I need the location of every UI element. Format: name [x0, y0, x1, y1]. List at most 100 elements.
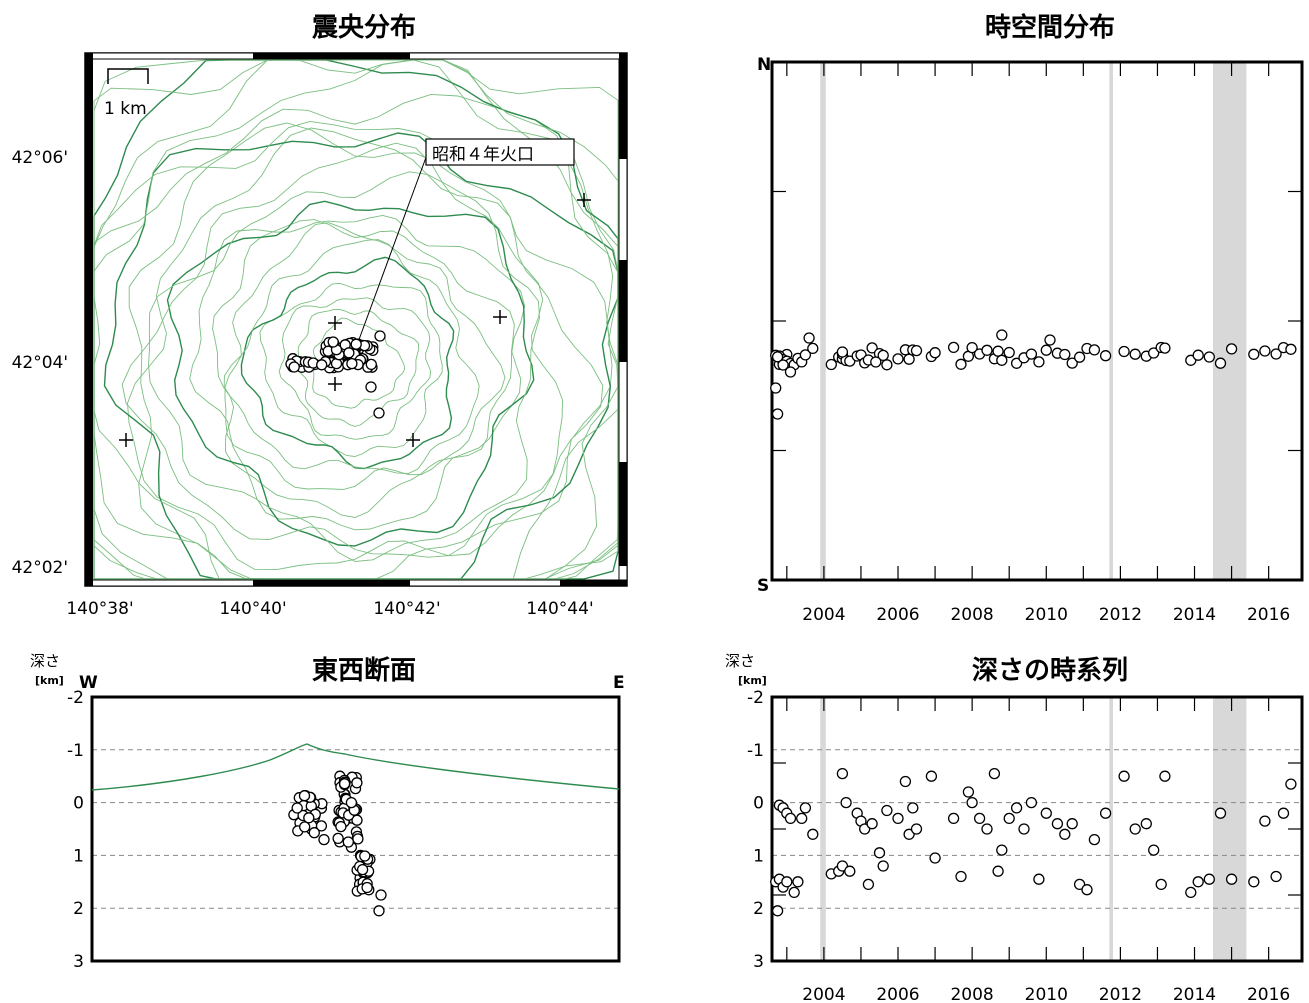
spacetime-point — [966, 341, 978, 354]
station-marker — [406, 433, 420, 447]
spacetime-point — [910, 344, 923, 357]
spacetime-point — [1225, 343, 1238, 355]
depth-time-point — [1059, 828, 1071, 840]
depth-time-point — [1033, 873, 1045, 885]
depth-time-point — [892, 812, 904, 825]
lon-bar-4 — [560, 580, 627, 586]
depth-time-point — [1203, 873, 1215, 885]
depth-time-point — [992, 865, 1004, 877]
crater-leader-line — [356, 151, 429, 346]
depth-time-point — [1148, 844, 1160, 856]
depth-tick: 1 — [753, 846, 764, 866]
lat-bar-3 — [85, 462, 93, 566]
depth-time-point — [910, 823, 923, 835]
contour-line — [128, 122, 613, 580]
depth-time-point — [966, 796, 978, 809]
depth-time-point — [899, 775, 912, 788]
spacetime-point — [929, 347, 941, 359]
hypocenter-point — [351, 777, 363, 789]
shaded-period — [820, 62, 826, 580]
spacetime-point — [825, 358, 837, 371]
year-label: 2006 — [876, 605, 919, 625]
depth-time-point — [1040, 807, 1052, 819]
lon-tick: 140°40' — [219, 599, 286, 619]
contour-line — [278, 297, 432, 440]
depth-time-point — [1277, 807, 1290, 819]
depth-time-point — [1088, 833, 1101, 846]
ew-depth-label: 深さ — [30, 652, 60, 670]
station-marker — [577, 193, 591, 207]
lat-tick: 42°04' — [12, 353, 68, 373]
south-label: S — [757, 576, 769, 596]
spacetime-point — [877, 349, 889, 362]
spacetime-point — [1203, 351, 1215, 363]
depth-time-year-ticks: 2004 2006 2008 2010 2012 2014 2016 — [772, 696, 1302, 1003]
lat-tick: 42°06' — [12, 148, 68, 168]
map-epicenters — [285, 330, 386, 419]
contour-line — [166, 200, 535, 547]
spacetime-point — [1044, 334, 1056, 346]
stations — [119, 193, 591, 447]
depth-time-point — [792, 876, 804, 888]
depth-time-point — [807, 828, 819, 840]
spacetime-point — [1248, 348, 1260, 360]
lon-tick: 140°38' — [66, 599, 133, 619]
depth-time-point — [929, 852, 941, 864]
spacetime-events — [770, 329, 1297, 420]
lon-bar-1 — [253, 53, 410, 59]
depth-time-point — [788, 886, 800, 899]
east-label: E — [613, 673, 625, 693]
depth-time-point — [1066, 818, 1078, 830]
contour-line — [240, 256, 455, 470]
lat-tick: 42°02' — [12, 558, 68, 578]
year-label: 2010 — [1025, 985, 1068, 1003]
contour-line — [103, 132, 619, 580]
spacetime-title: 時空間分布 — [985, 12, 1115, 43]
lat-bar-2 — [85, 260, 93, 362]
depth-time-point — [877, 860, 889, 872]
shaded-period — [1213, 697, 1247, 961]
spacetime-point — [784, 366, 797, 378]
epicenter-point — [374, 330, 386, 342]
spacetime-point — [996, 354, 1008, 366]
hypocenter-point — [335, 820, 347, 833]
depth-time-point — [988, 767, 1001, 780]
depth-tick: 2 — [753, 899, 764, 919]
depth-time-point — [862, 878, 875, 891]
depth-time-point — [1270, 870, 1282, 883]
depth-time-point — [771, 905, 784, 917]
depth-time-point — [907, 802, 919, 814]
spacetime-point — [1192, 349, 1204, 361]
spacetime-point — [1214, 357, 1227, 369]
spacetime-point — [903, 353, 915, 365]
year-label: 2008 — [950, 985, 993, 1003]
hypocenter-point — [318, 833, 330, 846]
spacetime-point — [1099, 350, 1112, 362]
depth-time-point — [996, 844, 1008, 856]
station-marker — [119, 433, 133, 447]
spacetime-point — [1129, 348, 1141, 360]
spacetime-panel: 時空間分布 2004 2006 2008 2010 2012 2014 2016 N S — [757, 12, 1304, 625]
hypocenter-point — [291, 802, 303, 814]
depth-time-point — [1159, 770, 1171, 782]
depth-time-point — [1140, 818, 1152, 830]
spacetime-point — [771, 408, 784, 420]
depth-time-point — [844, 865, 856, 877]
depth-tick: 0 — [73, 794, 84, 814]
depth-time-point — [1259, 815, 1271, 827]
depth-time-point — [973, 812, 986, 825]
hypocenter-point — [342, 836, 354, 848]
depth-time-point — [1003, 812, 1015, 825]
shaded-period — [820, 697, 826, 961]
hypocenter-point — [375, 889, 387, 901]
spacetime-point — [807, 342, 819, 355]
epicenter-point — [327, 336, 339, 348]
depth-time-point — [1081, 884, 1093, 896]
ew-section-panel: 東西断面 深さ [km] W E -2 -1 0 1 2 3 — [30, 652, 625, 972]
epicenter-point — [373, 407, 385, 419]
depth-time-point — [1051, 818, 1064, 830]
depth-tick: 1 — [73, 846, 84, 866]
depth-time-point — [1192, 876, 1204, 888]
year-label: 2014 — [1173, 985, 1216, 1003]
hypocenter-point — [373, 905, 385, 917]
